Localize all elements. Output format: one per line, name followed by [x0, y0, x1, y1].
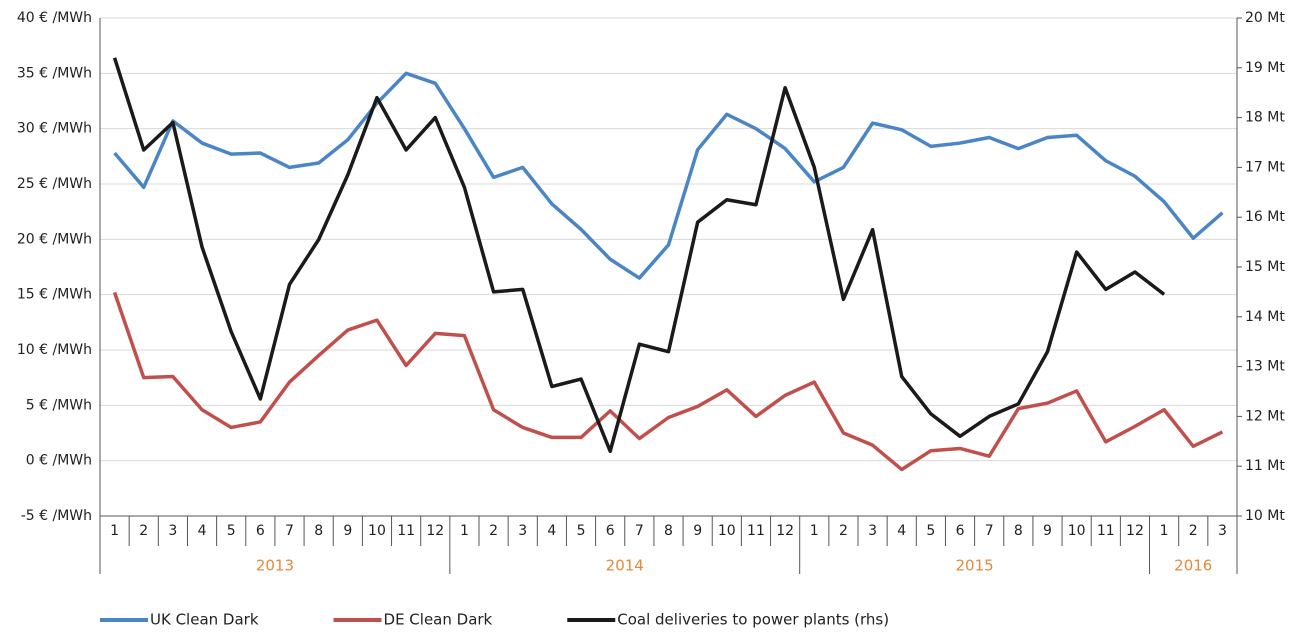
series-line: [112, 57, 1166, 454]
x-tick-label: 2: [1189, 523, 1198, 539]
y2-tick-label: 12 Mt: [1245, 408, 1285, 424]
y2-tick-label: 16 Mt: [1245, 209, 1285, 225]
x-tick-label: 4: [547, 523, 556, 539]
y2-tick-label: 19 Mt: [1245, 60, 1285, 76]
x-tick-label: 10: [368, 523, 386, 539]
x-tick-label: 1: [110, 523, 119, 539]
x-tick-label: 4: [897, 523, 906, 539]
y-tick-label: 25 € /MWh: [17, 176, 92, 192]
x-tick-label: 8: [664, 523, 673, 539]
legend-label: UK Clean Dark: [150, 611, 259, 629]
y-tick-label: 30 € /MWh: [17, 121, 92, 137]
x-tick-label: 3: [518, 523, 527, 539]
series-line: [112, 291, 1224, 472]
y2-tick-label: 11 Mt: [1245, 458, 1285, 474]
y2-tick-label: 13 Mt: [1245, 359, 1285, 375]
x-tick-label: 11: [397, 523, 415, 539]
y-tick-label: 40 € /MWh: [17, 10, 92, 26]
x-group-label: 2015: [956, 557, 994, 575]
x-tick-label: 9: [343, 523, 352, 539]
x-tick-label: 1: [1160, 523, 1169, 539]
x-tick-label: 1: [460, 523, 469, 539]
y2-tick-label: 15 Mt: [1245, 259, 1285, 275]
legend-label: Coal deliveries to power plants (rhs): [617, 611, 889, 629]
y2-tick-label: 10 Mt: [1245, 508, 1285, 524]
y-tick-label: 20 € /MWh: [17, 231, 92, 247]
x-tick-label: 11: [747, 523, 765, 539]
y-tick-label: 10 € /MWh: [17, 342, 92, 358]
x-tick-label: 8: [1014, 523, 1023, 539]
x-tick-label: 5: [926, 523, 935, 539]
x-tick-label: 1: [810, 523, 819, 539]
x-tick-label: 3: [868, 523, 877, 539]
x-tick-label: 5: [577, 523, 586, 539]
x-tick-label: 8: [314, 523, 323, 539]
x-group-label: 2016: [1174, 557, 1212, 575]
x-tick-label: 6: [606, 523, 615, 539]
x-tick-label: 12: [1126, 523, 1144, 539]
y-tick-label: 15 € /MWh: [17, 287, 92, 303]
y-tick-label: -5 € /MWh: [21, 508, 92, 524]
y2-tick-label: 17 Mt: [1245, 159, 1285, 175]
y2-tick-label: 20 Mt: [1245, 10, 1285, 26]
x-tick-label: 7: [985, 523, 994, 539]
y-tick-label: 5 € /MWh: [26, 397, 92, 413]
x-tick-label: 12: [776, 523, 794, 539]
x-tick-label: 6: [956, 523, 965, 539]
y-tick-label: 0 € /MWh: [26, 453, 92, 469]
x-tick-label: 10: [718, 523, 736, 539]
x-tick-label: 5: [227, 523, 236, 539]
x-tick-label: 2: [839, 523, 848, 539]
x-tick-label: 6: [256, 523, 265, 539]
x-tick-label: 3: [1218, 523, 1227, 539]
x-tick-label: 7: [285, 523, 294, 539]
x-tick-label: 9: [693, 523, 702, 539]
x-tick-label: 12: [426, 523, 444, 539]
x-tick-label: 9: [1043, 523, 1052, 539]
x-tick-label: 4: [198, 523, 207, 539]
x-tick-label: 10: [1068, 523, 1086, 539]
x-tick-label: 2: [489, 523, 498, 539]
x-tick-label: 3: [168, 523, 177, 539]
x-tick-label: 11: [1097, 523, 1115, 539]
legend-label: DE Clean Dark: [384, 611, 493, 629]
y-tick-label: 35 € /MWh: [17, 65, 92, 81]
x-group-label: 2013: [256, 557, 294, 575]
y2-tick-label: 14 Mt: [1245, 309, 1285, 325]
x-group-label: 2014: [606, 557, 644, 575]
x-tick-label: 7: [635, 523, 644, 539]
y2-tick-label: 18 Mt: [1245, 110, 1285, 126]
series-line: [113, 71, 1224, 280]
x-tick-label: 2: [139, 523, 148, 539]
